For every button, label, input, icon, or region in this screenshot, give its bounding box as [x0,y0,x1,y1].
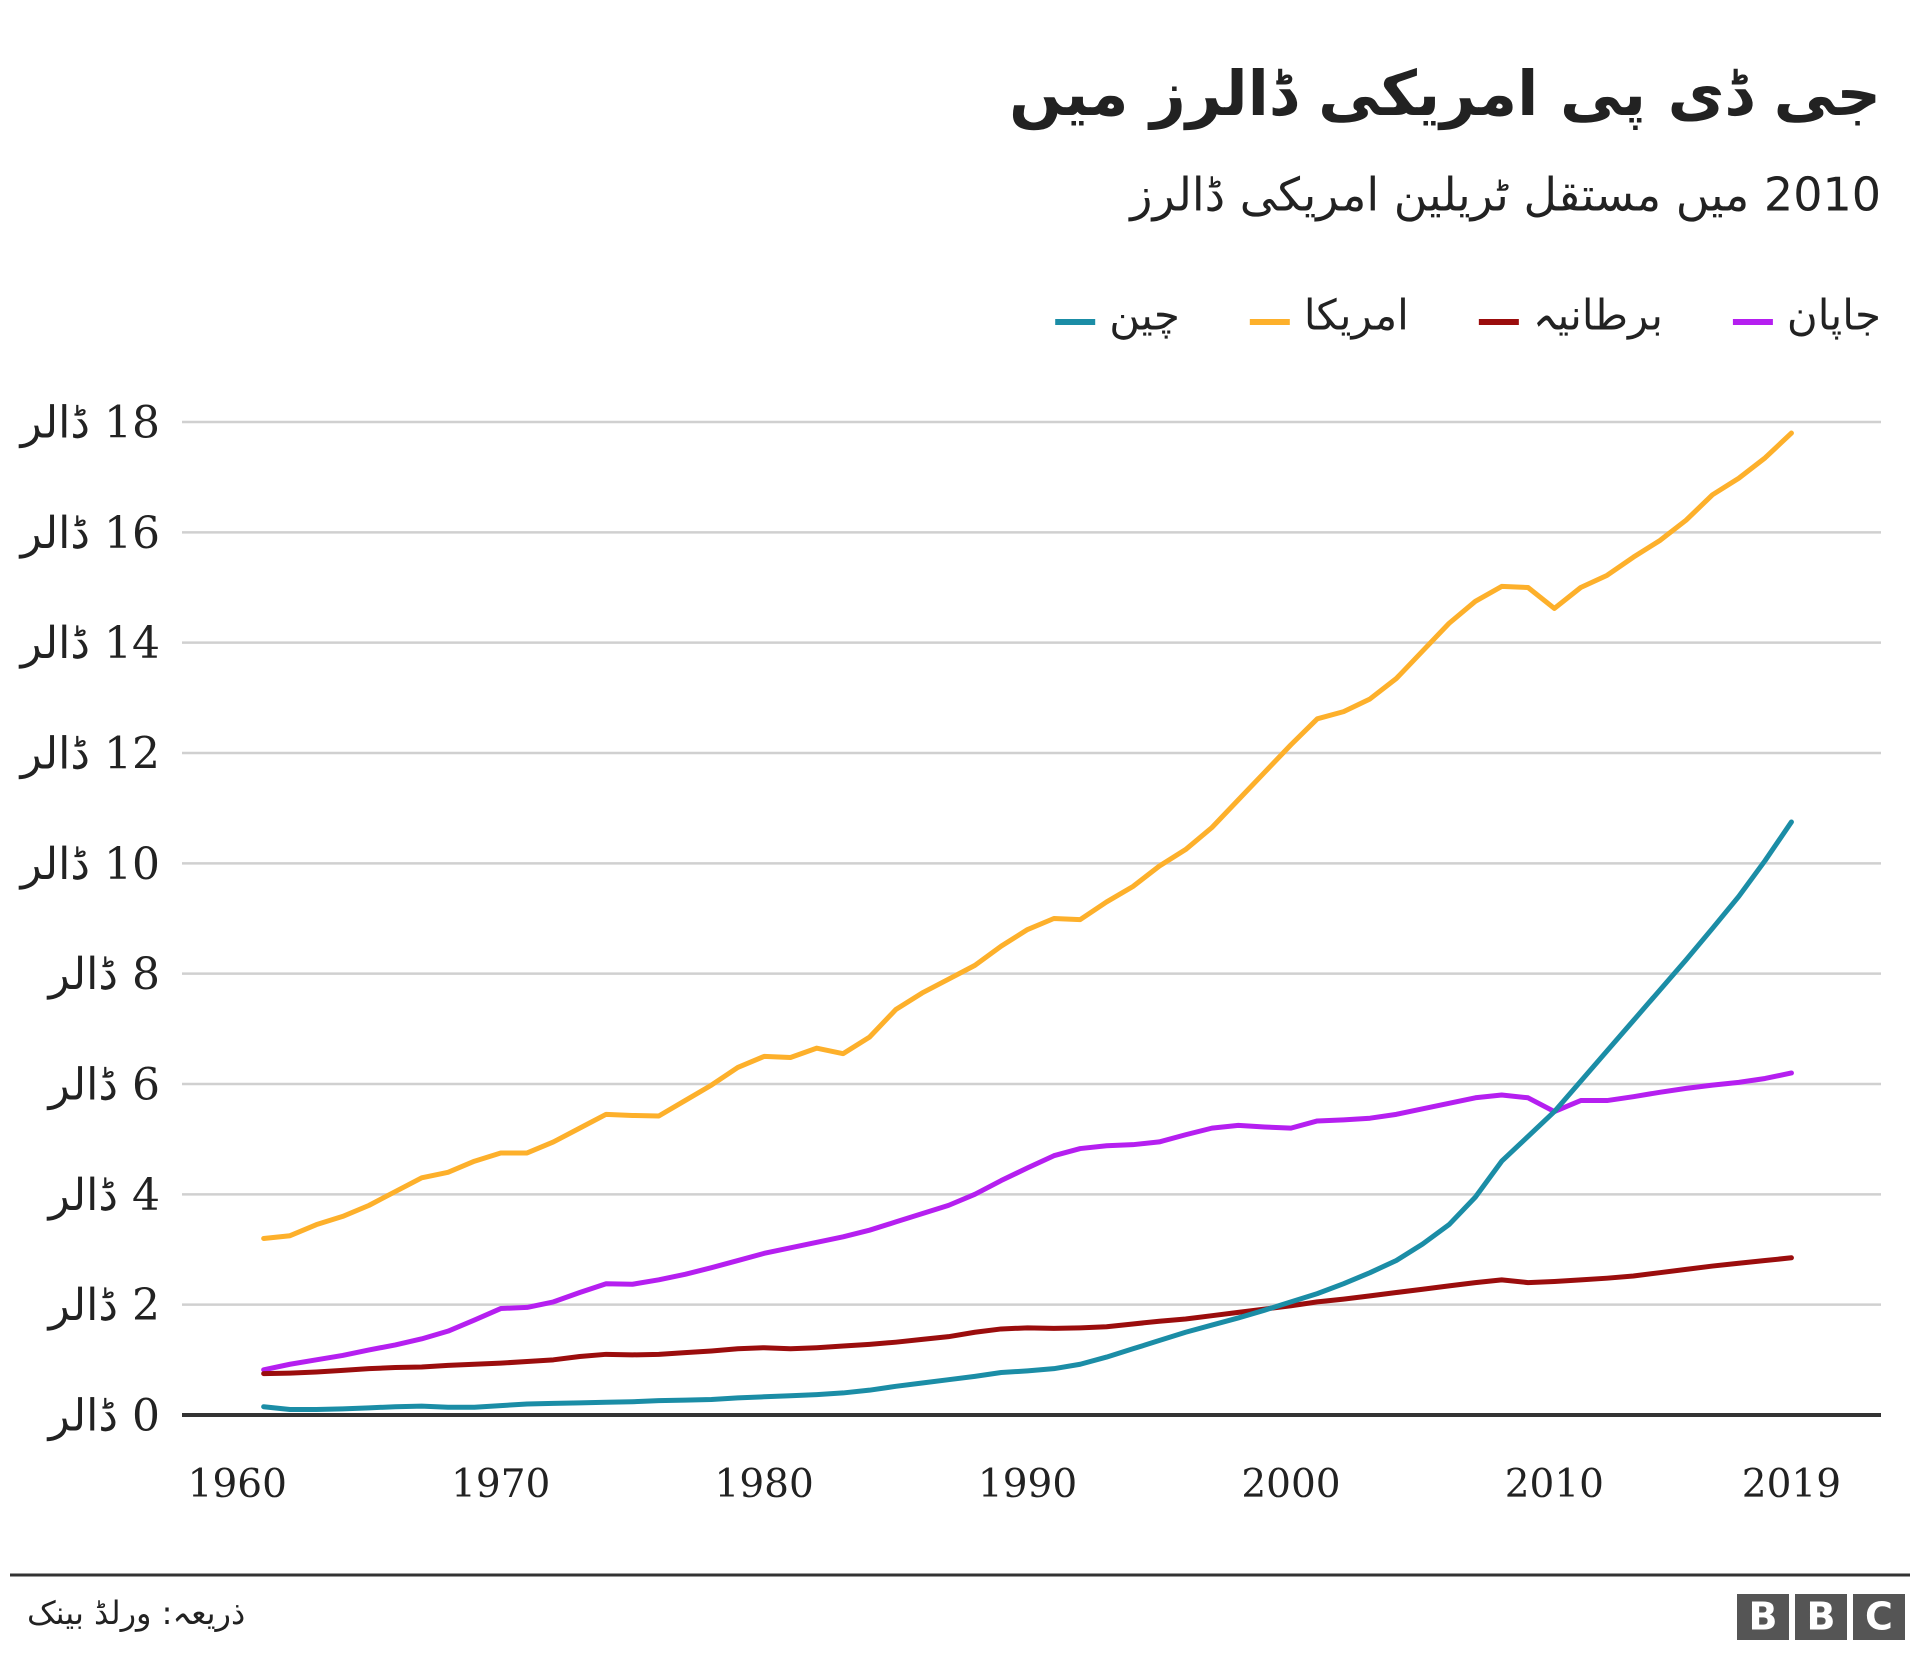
chart-title: جی ڈی پی امریکی ڈالرز میں [1009,57,1881,130]
source: ذریعہ: ورلڈ بینک [27,1594,245,1632]
legend-label: چین [1109,291,1180,340]
x-tick-label: 1980 [715,1462,814,1507]
series-line [261,1255,1794,1377]
y-tick-label: 14 ڈالر [19,618,161,669]
y-tick-label: 12 ڈالر [19,729,161,780]
logo-box [1737,1594,1789,1640]
logo-letter: B [1807,1595,1836,1639]
legend-label: برطانیہ [1533,291,1663,340]
x-tick-label: 1970 [451,1462,550,1507]
logo-box [1853,1594,1905,1640]
y-tick-label: 6 ڈالر [47,1060,161,1111]
logo-letter: C [1865,1595,1893,1639]
chart-subtitle: 2010 میں مستقل ٹریلین امریکی ڈالرز [1128,168,1881,223]
x-tick-label: 2019 [1742,1462,1841,1507]
y-tick-label: 16 ڈالر [19,508,161,559]
y-tick-label: 8 ڈالر [47,949,161,1000]
legend-label: امریکا [1304,291,1409,340]
y-tick-label: 18 ڈالر [19,398,161,449]
y-tick-label: 0 ڈالر [47,1391,161,1442]
x-tick-label: 1960 [188,1462,287,1507]
y-tick-label: 4 ڈالر [47,1170,161,1221]
y-tick-label: 2 ڈالر [47,1280,161,1331]
logo-letter: B [1749,1595,1778,1639]
series-line [261,819,1794,1412]
logo-box [1795,1594,1847,1640]
x-tick-label: 2010 [1505,1462,1604,1507]
legend-label: جاپان [1787,291,1881,341]
series-line [261,1070,1794,1373]
x-tick-label: 2000 [1241,1462,1340,1507]
series-line [261,430,1794,1241]
x-tick-label: 1990 [978,1462,1077,1507]
y-tick-label: 10 ڈالر [19,839,161,890]
